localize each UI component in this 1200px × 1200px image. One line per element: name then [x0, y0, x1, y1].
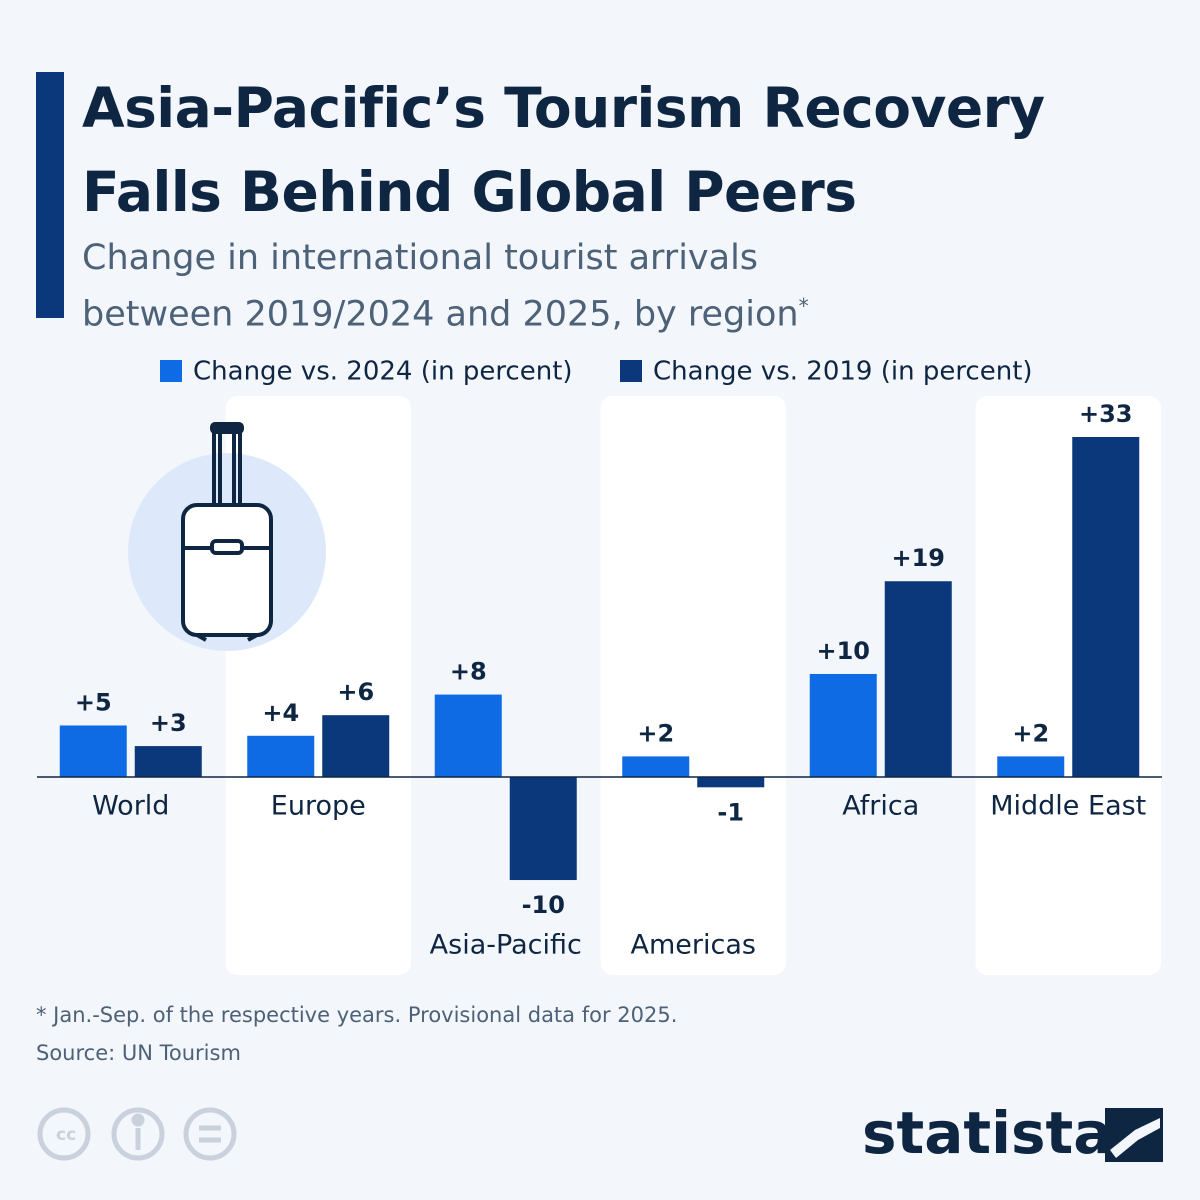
subtitle-note: * [798, 294, 809, 318]
x-tick-label: World [92, 791, 169, 822]
chart-subtitle: Change in international tourist arrivals… [82, 234, 822, 339]
bar [997, 756, 1065, 777]
chart-title: Asia-Pacific’s Tourism Recovery Falls Be… [82, 76, 1045, 224]
value-label: +2 [637, 719, 674, 747]
value-label: +10 [816, 637, 870, 665]
legend-label: Change vs. 2019 (in percent) [653, 357, 1033, 387]
cc-mark: cc [56, 1125, 76, 1145]
legend-swatch [620, 360, 642, 382]
source: Source: UN Tourism [36, 1041, 241, 1065]
x-tick-label: Europe [271, 791, 366, 822]
value-label: -1 [717, 798, 744, 826]
value-label: +3 [150, 709, 187, 737]
bar [322, 715, 390, 777]
value-label: -10 [522, 891, 565, 919]
value-label: +4 [262, 699, 299, 727]
bar [434, 694, 502, 777]
bar [809, 673, 877, 777]
bar [622, 756, 690, 777]
license-icons [37, 1107, 237, 1161]
value-label: +8 [450, 658, 487, 686]
value-label: +6 [337, 678, 374, 706]
x-tick-label: Asia-Pacific [430, 930, 582, 961]
bar [697, 777, 765, 788]
legend-label: Change vs. 2024 (in percent) [193, 357, 573, 387]
value-label: +33 [1079, 400, 1133, 428]
category-panel [600, 396, 786, 975]
subtitle-text: Change in international tourist arrivals… [82, 238, 799, 335]
x-tick-label: Middle East [990, 791, 1146, 822]
bar [134, 746, 202, 777]
suitcase-icon [128, 422, 326, 651]
x-tick-label: Africa [842, 791, 919, 822]
legend-swatch [160, 360, 182, 382]
brand-icon [1105, 1108, 1163, 1162]
bar [509, 777, 577, 881]
x-tick-label: Americas [631, 930, 756, 961]
bar [59, 725, 127, 777]
bar [1072, 437, 1140, 777]
brand: statista [862, 1099, 1112, 1167]
value-label: +5 [75, 688, 112, 716]
accent-bar [36, 72, 64, 318]
value-label: +19 [891, 544, 945, 572]
value-label: +2 [1012, 719, 1049, 747]
footnote: * Jan.-Sep. of the respective years. Pro… [36, 1003, 677, 1027]
bar [247, 735, 315, 777]
bar [884, 581, 952, 777]
